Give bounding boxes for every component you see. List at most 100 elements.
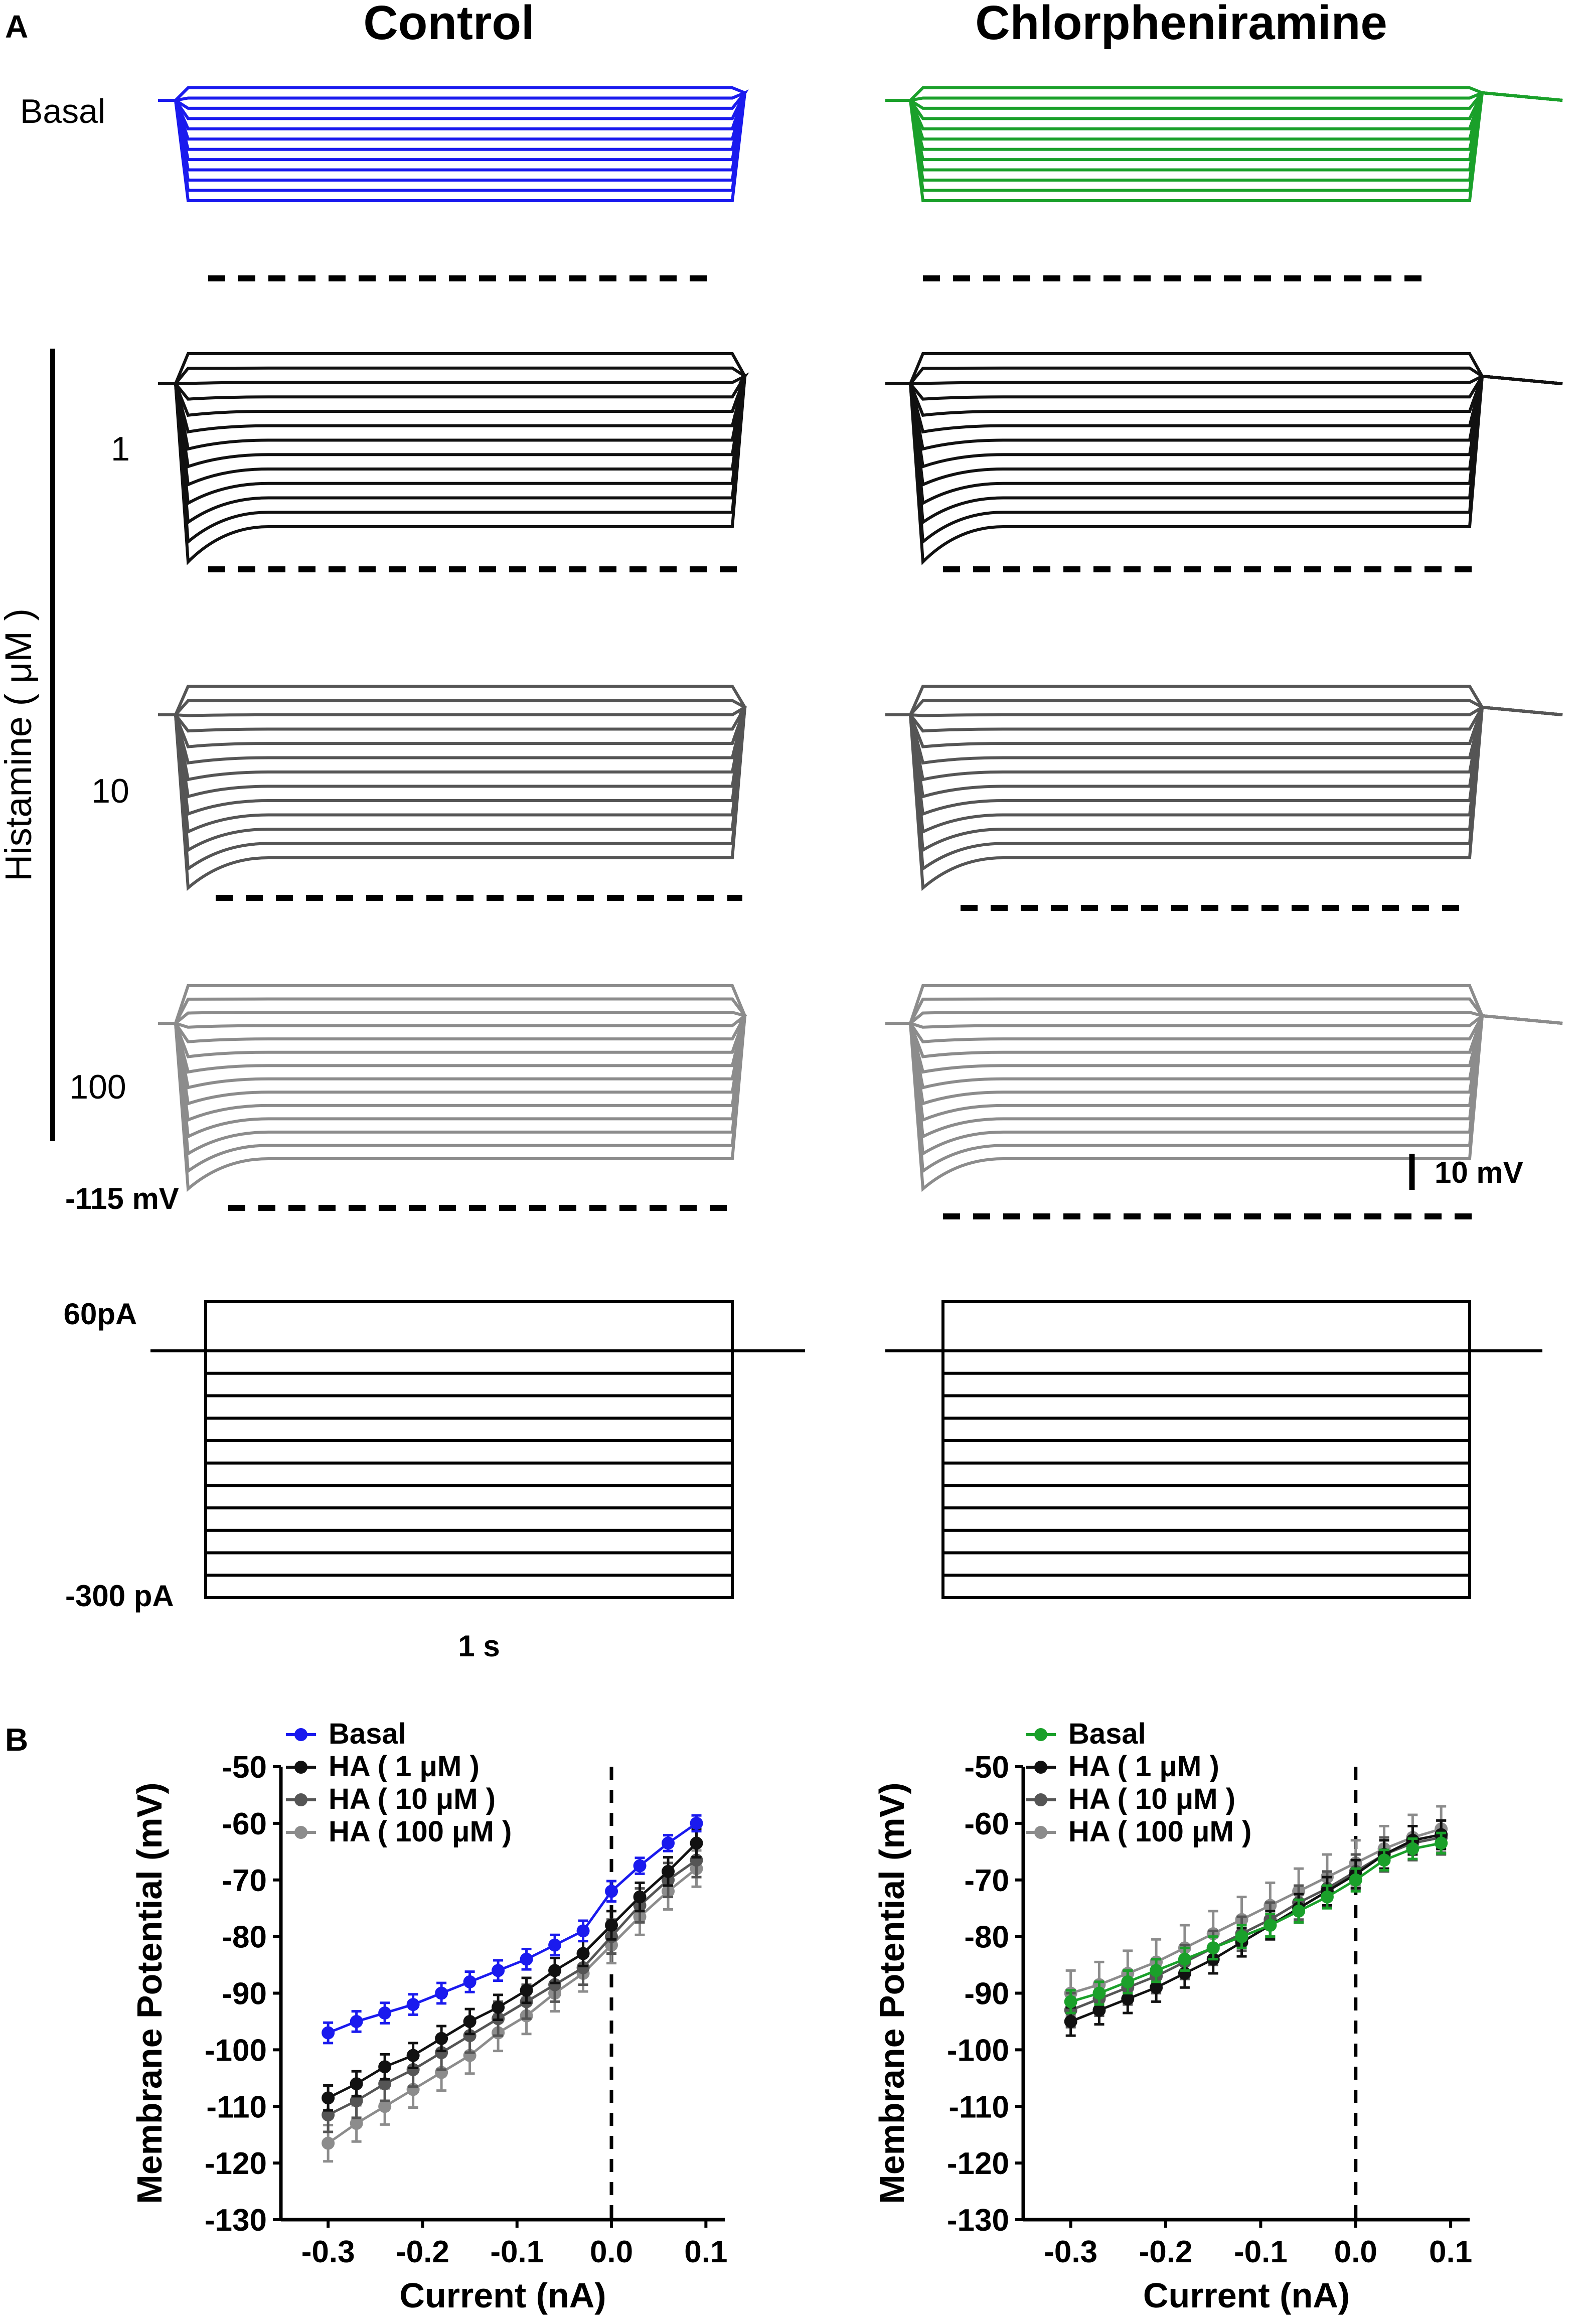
y-tick-label: -110	[949, 2090, 1009, 2124]
voltage-trace	[885, 705, 1563, 853]
baseline-dash-lines	[208, 275, 1480, 1219]
legend-entry: HA ( 100 μM )	[1026, 1815, 1251, 1848]
data-point	[435, 2032, 448, 2045]
y-tick-label: -60	[222, 1807, 267, 1841]
data-point	[520, 1983, 533, 1997]
data-point	[406, 2049, 420, 2062]
voltage-trace	[885, 91, 1563, 141]
data-point	[690, 1836, 703, 1850]
legend-entry: Basal	[1026, 1718, 1146, 1750]
trace-group-ha10-chlorpheniramine	[885, 684, 1563, 891]
voltage-trace	[885, 684, 1563, 716]
voltage-trace	[158, 92, 746, 192]
data-point	[322, 2108, 335, 2122]
voltage-trace	[885, 374, 1563, 417]
y-axis-title: Membrane Potential (mV)	[872, 1782, 911, 2204]
data-point	[1121, 1975, 1135, 1988]
x-tick-label: -0.2	[396, 2235, 449, 2269]
data-point	[463, 2029, 477, 2043]
iv-chart-control: -50 -60 -70 -80 -90 -100 -110 -120 -130 -0.3 -0.2 -…	[130, 1718, 727, 2315]
y-tick-label: -130	[205, 2203, 267, 2238]
x-tick-label: -0.2	[1139, 2235, 1193, 2269]
voltage-trace	[885, 91, 1563, 172]
voltage-trace	[158, 684, 747, 716]
data-point	[548, 1978, 562, 1991]
voltage-trace	[158, 92, 746, 130]
voltage-trace	[158, 375, 746, 469]
data-point	[1092, 1986, 1106, 2000]
voltage-trace	[158, 92, 746, 141]
legend-entry: Basal	[286, 1718, 406, 1750]
legend-marker	[294, 1728, 307, 1741]
voltage-trace	[885, 1014, 1563, 1043]
y-tick-label: -50	[222, 1750, 267, 1785]
voltage-trace	[885, 705, 1563, 891]
voltage-trace	[885, 374, 1563, 451]
data-point	[1235, 1930, 1248, 1943]
data-point	[633, 1859, 647, 1873]
voltage-trace	[885, 705, 1563, 799]
voltage-trace	[158, 92, 746, 151]
legend-label: HA ( 100 μM )	[1068, 1815, 1251, 1848]
data-point	[1064, 1995, 1077, 2008]
baseline-voltage-label: -115 mV	[65, 1182, 179, 1215]
y-tick-label: -60	[964, 1807, 1009, 1841]
legend-label: HA ( 1 μM )	[329, 1750, 480, 1783]
voltage-trace	[885, 1014, 1563, 1074]
data-point	[378, 2077, 392, 2091]
legend-label: HA ( 10 μM )	[1068, 1783, 1235, 1815]
voltage-trace	[158, 706, 746, 891]
voltage-trace	[885, 705, 1563, 748]
x-tick-label: -0.1	[490, 2235, 544, 2269]
voltage-trace	[158, 706, 746, 799]
data-point	[1206, 1941, 1220, 1955]
data-point	[1150, 1981, 1163, 1994]
legend-marker	[1034, 1793, 1047, 1806]
voltage-trace	[885, 374, 1563, 469]
voltage-trace	[158, 699, 747, 716]
data-point	[1349, 1873, 1362, 1887]
voltage-trace	[158, 375, 746, 545]
protocol-step	[941, 1349, 1471, 1599]
legend-marker	[1034, 1761, 1047, 1774]
voltage-trace	[885, 374, 1563, 506]
panel-label-b: B	[5, 1722, 28, 1758]
voltage-trace	[885, 1014, 1563, 1122]
y-tick-label: -50	[964, 1750, 1009, 1785]
legend-entry: HA ( 10 μM )	[286, 1783, 496, 1815]
legend-label: HA ( 1 μM )	[1068, 1750, 1219, 1783]
data-point	[1320, 1890, 1334, 1904]
legend-entry: HA ( 1 μM )	[1026, 1750, 1219, 1783]
data-point	[378, 2100, 392, 2113]
voltage-trace	[158, 1014, 746, 1029]
voltage-trace	[885, 86, 1563, 102]
data-point	[633, 1890, 647, 1904]
data-point	[520, 1952, 533, 1966]
histamine-axis-label: Histamine ( μM )	[0, 608, 39, 881]
column-title-control: Control	[363, 0, 534, 50]
voltage-trace	[885, 705, 1563, 733]
legend-label: HA ( 100 μM )	[329, 1815, 512, 1848]
data-point	[662, 1836, 675, 1850]
voltage-trace	[158, 997, 747, 1025]
voltage-trace	[885, 91, 1563, 110]
voltage-trace	[158, 1011, 747, 1025]
x-tick-label: -0.3	[301, 2235, 355, 2269]
legend-marker	[1034, 1728, 1047, 1741]
trace-group-ha100-control	[158, 984, 747, 1192]
voltage-trace	[158, 1015, 746, 1074]
current-step-protocol	[150, 1300, 1542, 1599]
legend-entry: HA ( 10 μM )	[1026, 1783, 1235, 1815]
protocol-bottom-label: -300 pA	[65, 1579, 174, 1613]
dose-label-100: 100	[69, 1068, 126, 1106]
voltage-trace	[158, 1015, 746, 1139]
data-point	[1263, 1919, 1277, 1932]
voltage-trace	[158, 366, 747, 385]
voltage-trace	[885, 1014, 1563, 1029]
voltage-trace	[885, 1014, 1563, 1192]
data-point	[1292, 1904, 1306, 1918]
legend-label: Basal	[1068, 1718, 1146, 1750]
data-point	[548, 1938, 562, 1952]
y-tick-label: -80	[964, 1920, 1009, 1955]
